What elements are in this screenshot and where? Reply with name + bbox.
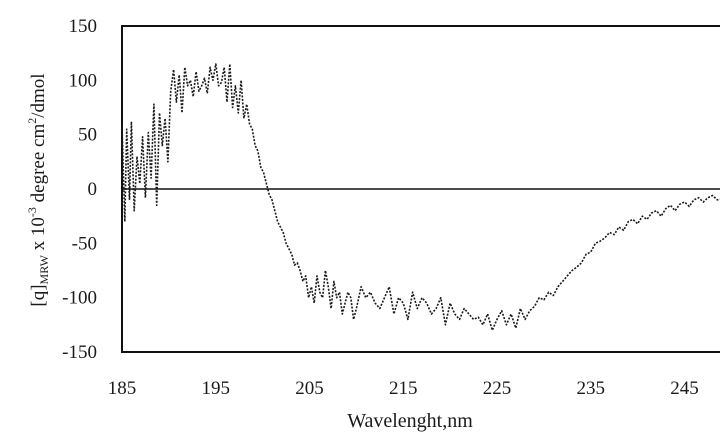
- x-tick-label: 215: [389, 378, 418, 399]
- y-tick-label: 0: [88, 179, 98, 200]
- y-tick-label: -50: [72, 233, 97, 254]
- x-tick-label: 185: [108, 378, 137, 399]
- x-tick-label: 225: [483, 378, 512, 399]
- x-axis-label: Wavelenght,nm: [347, 410, 473, 432]
- y-tick-label: 50: [78, 125, 97, 146]
- y-tick-labels: 150 100 50 0 -50 -100 -150: [62, 16, 97, 363]
- x-tick-label: 245: [670, 378, 699, 399]
- x-tick-label: 235: [577, 378, 606, 399]
- y-tick-label: 100: [69, 70, 98, 91]
- y-axis-label: [q]MRW x 10-3 degree cm2/dmol: [25, 73, 51, 306]
- y-tick-label: 150: [69, 16, 98, 37]
- y-tick-label: -100: [62, 288, 97, 309]
- x-tick-label: 195: [202, 378, 231, 399]
- series-layer: [122, 64, 720, 330]
- x-tick-label: 205: [295, 378, 324, 399]
- series-line-0: [122, 64, 720, 330]
- x-tick-labels: 185 195 205 215 225 235 245: [108, 378, 699, 399]
- y-tick-label: -150: [62, 342, 97, 363]
- svg-text:[q]MRW x 10-3 degree cm2/dmol: [q]MRW x 10-3 degree cm2/dmol: [25, 73, 51, 306]
